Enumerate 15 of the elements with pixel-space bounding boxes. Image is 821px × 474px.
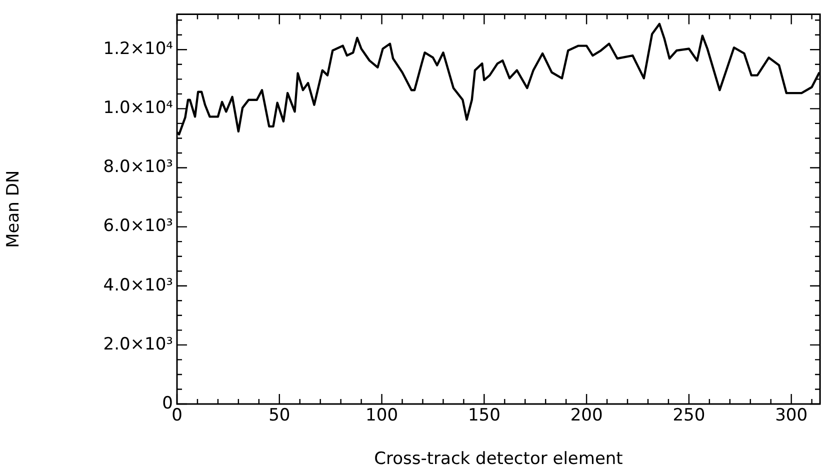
x-tick-label: 200 xyxy=(570,406,603,426)
x-tick-label: 50 xyxy=(268,406,290,426)
x-tick-label: 150 xyxy=(468,406,500,426)
y-axis-title: Mean DN xyxy=(4,170,24,248)
x-tick-label: 250 xyxy=(672,406,706,426)
y-tick-label: 2.0×10³ xyxy=(103,334,173,354)
y-tick-label: 8.0×10³ xyxy=(103,157,173,178)
x-tick-label: 300 xyxy=(775,406,808,426)
y-tick-label: 6.0×10³ xyxy=(103,216,173,236)
y-tick-label: 1.0×10⁴ xyxy=(103,98,174,118)
y-tick-label: 1.2×10⁴ xyxy=(103,39,174,60)
y-tick-label: 0 xyxy=(162,393,173,414)
y-tick-label: 4.0×10³ xyxy=(103,275,173,296)
x-tick-label: 100 xyxy=(366,406,398,426)
x-axis-title: Cross-track detector element xyxy=(374,449,624,470)
